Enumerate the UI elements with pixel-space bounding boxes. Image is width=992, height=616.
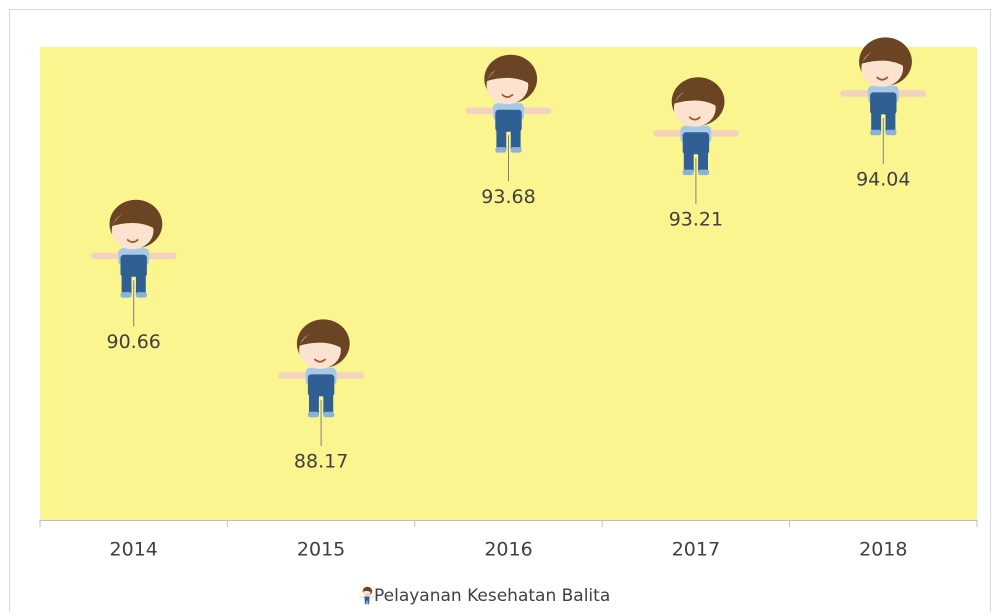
data-label: 94.04 <box>856 169 910 191</box>
leg <box>323 392 333 414</box>
shoe <box>870 130 881 136</box>
data-label: 90.66 <box>106 331 160 353</box>
leg <box>122 272 132 294</box>
shoe <box>886 130 897 136</box>
x-tick-label: 2016 <box>484 539 532 561</box>
shoe <box>683 170 694 176</box>
leg <box>698 150 708 172</box>
data-label: 93.68 <box>481 186 535 208</box>
leg <box>365 600 367 604</box>
leg <box>871 110 881 132</box>
leg <box>136 272 146 294</box>
shoe <box>698 170 709 176</box>
leg <box>511 127 521 149</box>
leg <box>367 600 369 604</box>
leg <box>684 150 694 172</box>
x-tick-label: 2018 <box>859 539 907 561</box>
x-tick-label: 2015 <box>297 539 345 561</box>
shoe <box>495 147 506 153</box>
shoe <box>136 292 147 298</box>
shoe <box>365 604 367 605</box>
shoe <box>511 147 522 153</box>
shoe <box>308 412 319 418</box>
leg <box>886 110 896 132</box>
chart: 2014 2015 2016 2017 2018 90.66 88.17 93.68 93.21… <box>0 0 992 612</box>
x-tick-label: 2017 <box>672 539 720 561</box>
data-label: 93.21 <box>669 208 723 230</box>
leg <box>496 127 506 149</box>
data-label: 88.17 <box>294 451 348 473</box>
shoe <box>121 292 132 298</box>
shoe <box>367 604 369 605</box>
legend-label: Pelayanan Kesehatan Balita <box>374 586 610 606</box>
shoe <box>323 412 334 418</box>
leg <box>309 392 319 414</box>
x-tick-label: 2014 <box>110 539 158 561</box>
